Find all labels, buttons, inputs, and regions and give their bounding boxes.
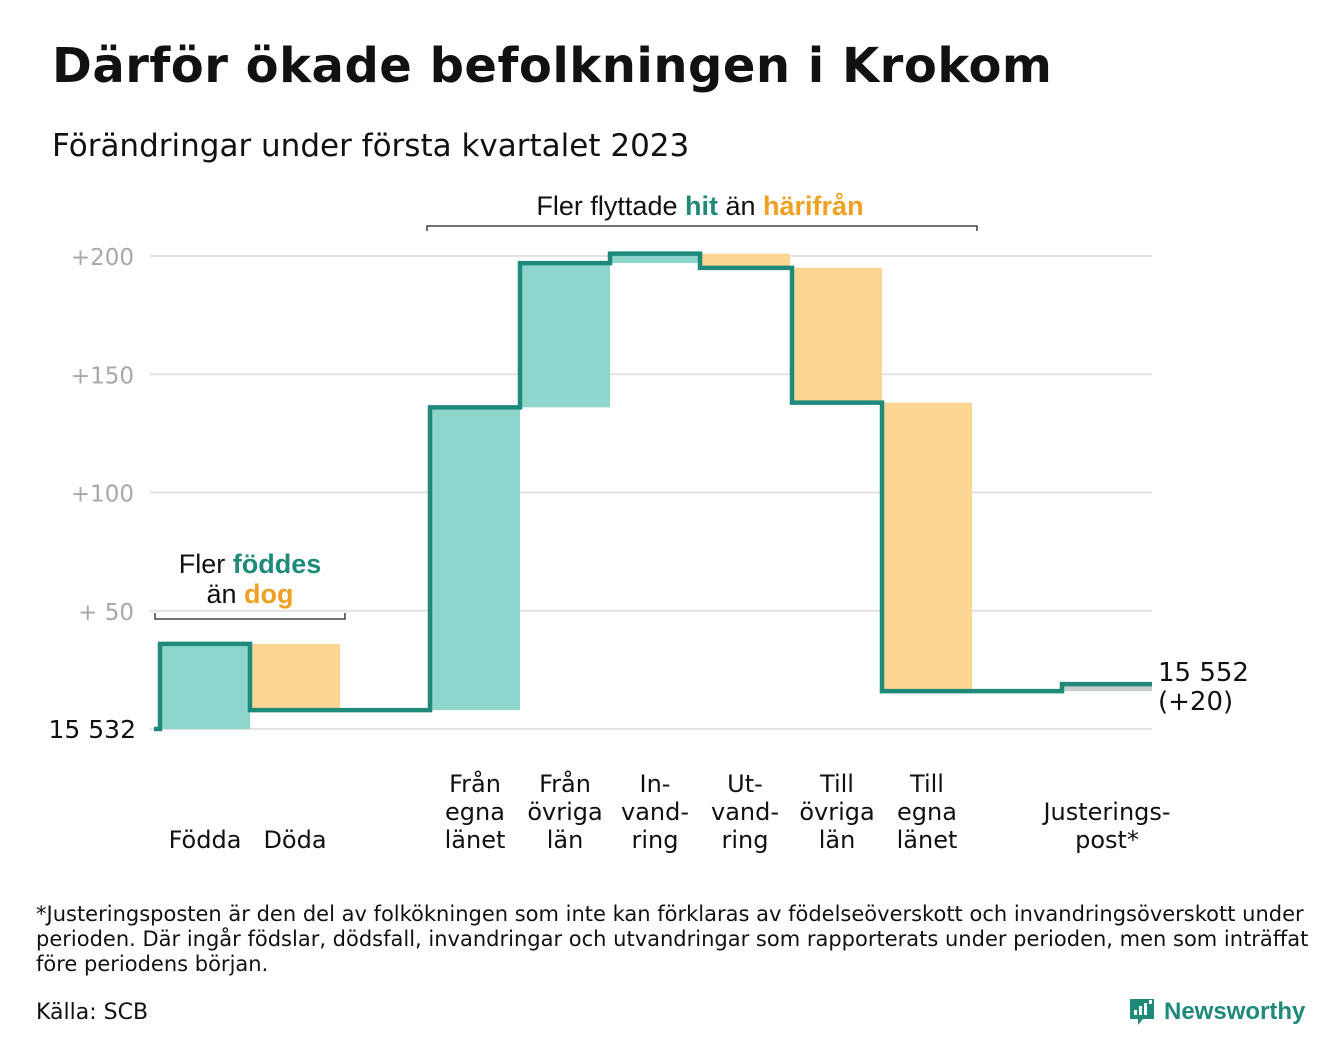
waterfall-bar: [160, 643, 250, 729]
category-label: egna: [445, 798, 505, 826]
y-tick-label: +200: [71, 245, 134, 271]
category-label: ring: [632, 826, 679, 854]
y-tick-label: +100: [71, 482, 134, 508]
annotation-births-deaths-line2: än dog: [206, 579, 293, 609]
waterfall-bar: [430, 407, 520, 711]
waterfall-bar: [792, 267, 882, 403]
footnote: *Justeringsposten är den del av folkökni…: [36, 902, 1309, 976]
annotation-births-deaths: Fler föddes: [179, 549, 322, 579]
waterfall-bar: [1062, 684, 1152, 692]
annotation-bracket-migration: [426, 225, 978, 231]
category-label: Till: [819, 770, 854, 798]
category-label: länet: [897, 826, 958, 854]
end-change-label: (+20): [1158, 687, 1233, 717]
end-value-label: 15 552: [1158, 658, 1249, 688]
category-label: Från: [449, 769, 501, 798]
waterfall-bar: [700, 253, 790, 268]
category-label: Justerings-: [1041, 798, 1170, 826]
source-label: Källa: SCB: [36, 1000, 149, 1025]
y-tick-label: +150: [71, 363, 134, 389]
chart-subtitle: Förändringar under första kvartalet 2023: [52, 128, 690, 164]
cumulative-step-line: [154, 251, 1152, 732]
chart-title: Därför ökade befolkningen i Krokom: [52, 38, 1053, 94]
category-label: län: [547, 826, 584, 854]
start-value-label: 15 532: [49, 715, 136, 744]
category-label: vand-: [621, 798, 689, 826]
category-label: post*: [1075, 826, 1139, 854]
waterfall-bar: [610, 253, 700, 264]
category-label: län: [819, 826, 856, 854]
category-label: Ut-: [727, 770, 763, 798]
category-label: Födda: [169, 826, 242, 854]
waterfall-bar: [250, 643, 340, 711]
category-label: In-: [640, 770, 671, 798]
brand-name: Newsworthy: [1164, 998, 1306, 1025]
category-label: egna: [897, 798, 957, 826]
category-label: vand-: [711, 798, 779, 826]
category-label: Till: [909, 770, 944, 798]
y-tick-label: + 50: [78, 600, 134, 626]
category-label: Döda: [263, 826, 326, 854]
annotation-migration: Fler flyttade hit än härifrån: [536, 191, 863, 221]
category-label: länet: [445, 826, 506, 854]
newsworthy-brand[interactable]: Newsworthy: [1128, 995, 1305, 1029]
category-label: övriga: [799, 798, 874, 826]
category-label: Från: [539, 769, 591, 798]
newsworthy-logo-icon: [1130, 999, 1154, 1025]
waterfall-bar: [882, 402, 972, 692]
category-label: ring: [722, 826, 769, 854]
category-label: övriga: [527, 798, 602, 826]
annotation-bracket-births: [154, 613, 346, 620]
waterfall-bar: [520, 263, 610, 408]
